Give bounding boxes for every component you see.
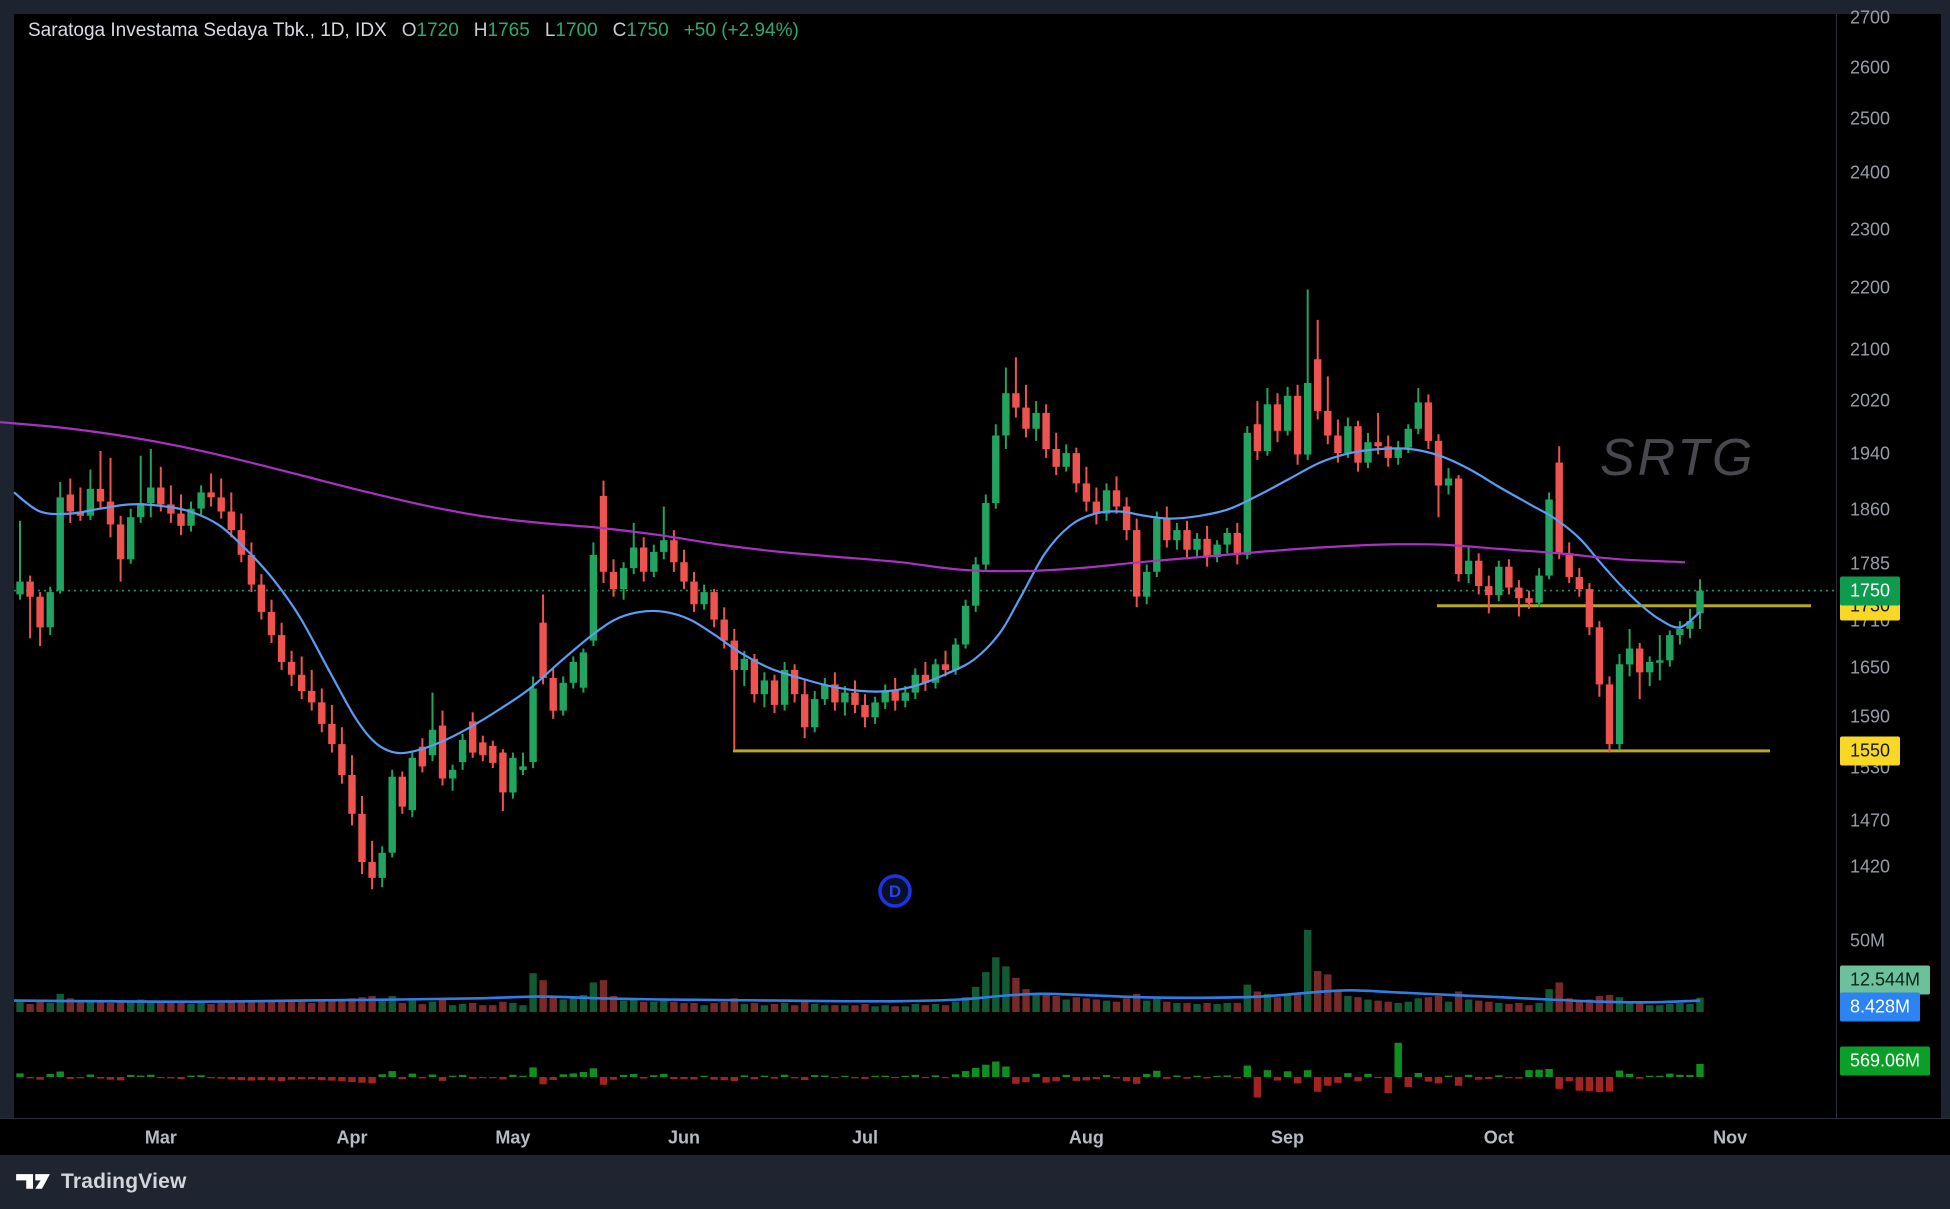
price-tick-2700: 2700 [1850,7,1891,28]
last-price-label: 1750 [1840,576,1901,606]
time-axis[interactable]: Mar Apr May Jun Jul Aug Sep Oct Nov [0,1118,1950,1156]
price-tick-1590: 1590 [1850,706,1891,727]
volume-layer [16,929,1704,1012]
symbol-title[interactable]: Saratoga Investama Sedaya Tbk., 1D, IDX [28,20,387,41]
price-tick-1650: 1650 [1850,657,1891,678]
price-tick-1940: 1940 [1850,443,1891,464]
month-label-Oct: Oct [1483,1127,1514,1147]
price-tick-1785: 1785 [1850,553,1891,574]
right-edge-strip [1940,14,1950,1155]
svg-text:D: D [889,882,901,901]
price-axis[interactable]: 2700 2600 2500 2400 2300 2200 2100 2020 1940 1860… [1836,7,1941,1118]
price-change: +50 (+2.94%) [683,20,799,41]
ohlc-low: L1700 [544,20,598,41]
month-label-May: May [495,1127,531,1147]
tradingview-logo-icon[interactable] [15,1170,51,1194]
price-tick-2500: 2500 [1850,108,1891,129]
price-tick-2020: 2020 [1850,390,1891,411]
month-label-Mar: Mar [144,1127,177,1147]
ohlc-open: O1720 [401,20,459,41]
indicator-value-label-2: 569.06M [1840,1046,1931,1076]
month-label-Sep: Sep [1271,1127,1305,1147]
month-label-Aug: Aug [1068,1127,1104,1147]
indicator-value-label-1: 8.428M [1840,992,1921,1022]
ma-fast-line[interactable] [13,447,1701,755]
month-label-Apr: Apr [336,1127,368,1147]
chart-legend: Saratoga Investama Sedaya Tbk., 1D, IDX … [28,20,799,42]
tradingview-brand-link[interactable]: TradingView [61,1170,187,1193]
footer-bar: TradingView [0,1155,1950,1209]
price-tick-2100: 2100 [1850,339,1891,360]
volume-tick-50M: 50M [1850,930,1886,951]
month-label-Nov: Nov [1713,1127,1748,1147]
level-price-label-1550: 1550 [1840,736,1901,766]
ohlc-high: H1765 [473,20,530,41]
price-tick-2400: 2400 [1850,162,1891,183]
price-tick-2200: 2200 [1850,277,1891,298]
symbol-watermark: SRTG [1600,429,1756,487]
volume-ma-line[interactable] [13,988,1701,1004]
dividend-marker[interactable]: D [878,874,912,908]
indicator-value-label-0: 12.544M [1840,965,1931,995]
price-tick-1470: 1470 [1850,810,1891,831]
price-chart-canvas[interactable]: D [0,0,1950,1118]
month-label-Jul: Jul [852,1127,879,1147]
price-tick-1420: 1420 [1850,856,1891,877]
ma-slow-line[interactable] [0,421,1686,573]
net-volume-layer [16,1042,1704,1098]
month-label-Jun: Jun [667,1127,700,1147]
ohlc-close: C1750 [612,20,669,41]
price-tick-2300: 2300 [1850,219,1891,240]
price-tick-1860: 1860 [1850,499,1891,520]
candles-layer [16,289,1704,890]
price-tick-2600: 2600 [1850,57,1891,78]
